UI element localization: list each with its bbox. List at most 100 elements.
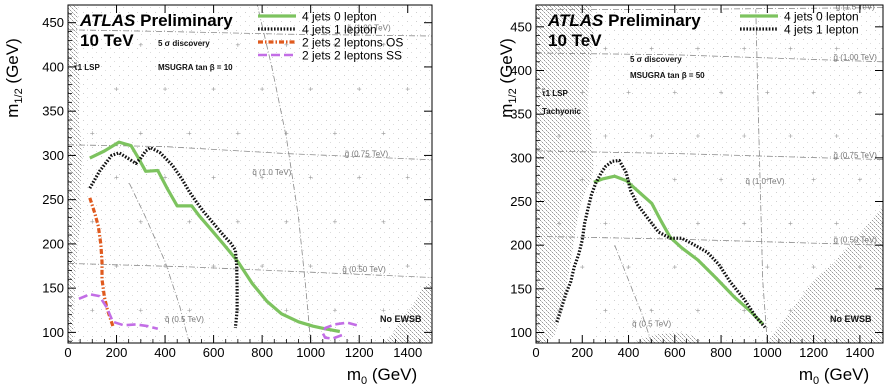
gluino-mass-label: g̃ (1.00 TeV): [833, 53, 877, 62]
scan-point-marker: [381, 42, 386, 47]
gluino-mass-label: g̃ (0.50 TeV): [342, 265, 386, 274]
y-tick-label: 250: [42, 192, 64, 207]
scan-point-marker: [557, 46, 562, 51]
annotation-text: MSUGRA tan β = 50: [630, 71, 705, 80]
scan-point-marker: [308, 87, 313, 92]
scan-point-marker: [163, 175, 168, 180]
scan-point-marker: [695, 308, 700, 313]
scan-point-marker: [357, 175, 362, 180]
x-tick-label: 1400: [845, 345, 874, 360]
plot-area: g̃ (1.5 TeV) g̃ (1.00 TeV) g̃ (0.75 TeV) g̃…: [536, 5, 883, 343]
scan-point-marker: [742, 134, 747, 139]
scan-point-marker: [430, 131, 432, 136]
scan-point-marker: [430, 42, 432, 47]
squark-mass-contour: [614, 245, 653, 343]
x-tick-label: 800: [710, 345, 732, 360]
scan-point-marker: [235, 131, 240, 136]
scan-point-marker: [332, 308, 337, 313]
scan-point-marker: [187, 131, 192, 136]
squark-mass-label: q̃ (1.0 TeV): [745, 177, 785, 186]
scan-point-marker: [332, 42, 337, 47]
scan-point-marker: [742, 308, 747, 313]
scan-point-marker: [454, 87, 458, 91]
scan-point-marker: [719, 90, 724, 95]
x-tick-label: 400: [154, 345, 176, 360]
series-line-4-jets-0-lepton: [89, 140, 341, 334]
y-tick-label: 350: [42, 104, 64, 119]
series-line-4-jets-0-lepton: [593, 174, 764, 325]
scan-point-marker: [308, 175, 313, 180]
squark-mass-contour: [128, 181, 190, 343]
x-tick-label: 0: [532, 345, 539, 360]
x-tick-label: 0: [64, 345, 71, 360]
scan-point-marker: [603, 134, 608, 139]
scan-point-marker: [649, 46, 654, 51]
scan-point-marker: [834, 308, 839, 313]
scan-point-marker: [580, 177, 585, 182]
plot-area: g̃ (1.00 TeV) g̃ (0.75 TeV) g̃ (0.50 TeV) q…: [68, 5, 458, 343]
scan-point-marker: [788, 46, 793, 51]
annotation-text: τ̃1 LSP: [542, 89, 569, 98]
x-tick-label: 400: [618, 345, 640, 360]
scan-point-marker: [90, 308, 95, 313]
scan-point-marker: [90, 42, 95, 47]
scan-point-marker: [788, 308, 793, 313]
scan-point-marker: [90, 131, 95, 136]
y-tick-label: 400: [510, 63, 532, 78]
x-tick-label: 600: [664, 345, 686, 360]
scan-point-marker: [187, 308, 192, 313]
scan-point-marker: [603, 308, 608, 313]
x-tick-label: 1000: [753, 345, 782, 360]
scan-point-marker: [672, 90, 677, 95]
gluino-mass-label: g̃ (0.50 TeV): [833, 236, 877, 245]
scan-point-marker: [454, 176, 458, 180]
annotation-text: τ̃1 LSP: [74, 63, 101, 72]
scan-point-marker: [719, 177, 724, 182]
scan-point-marker: [332, 131, 337, 136]
scan-point-marker: [405, 264, 410, 269]
y-axis-label: m1/2 (GeV): [497, 38, 519, 118]
scan-point-marker: [405, 175, 410, 180]
y-tick-label: 200: [510, 238, 532, 253]
legend-entry-label: 2 jets 2 leptons OS: [302, 36, 403, 50]
y-tick-label: 200: [42, 236, 64, 251]
scan-point-marker: [857, 265, 862, 270]
scan-point-marker: [430, 219, 432, 224]
scan-point-marker: [211, 175, 216, 180]
chart-title: ATLAS Preliminary: [547, 11, 701, 30]
legend-entry-label: 2 jets 2 leptons SS: [302, 49, 402, 63]
scan-points-region: [589, 9, 883, 343]
scan-point-marker: [284, 308, 289, 313]
annotation-text: Tachyonic: [542, 107, 582, 116]
no-ewsb-label: No EWSB: [830, 314, 872, 324]
y-tick-label: 450: [42, 15, 64, 30]
scan-point-marker: [381, 308, 386, 313]
scan-point-marker: [187, 42, 192, 47]
y-tick-label: 250: [510, 194, 532, 209]
scan-point-marker: [695, 134, 700, 139]
scan-point-marker: [187, 219, 192, 224]
squark-mass-contour: [755, 9, 768, 343]
scan-point-marker: [742, 221, 747, 226]
y-tick-label: 400: [42, 59, 64, 74]
scan-point-marker: [695, 46, 700, 51]
scan-point-marker: [649, 134, 654, 139]
chart-title: ATLAS Preliminary: [79, 11, 233, 30]
excluded-region-0: [536, 5, 594, 343]
scan-point-marker: [381, 219, 386, 224]
scan-point-marker: [695, 221, 700, 226]
gluino-mass-contour: [68, 144, 432, 161]
scan-point-marker: [881, 46, 883, 51]
scan-point-marker: [260, 175, 265, 180]
squark-mass-contour: [256, 5, 312, 343]
y-tick-label: 100: [42, 325, 64, 340]
scan-point-marker: [603, 46, 608, 51]
scan-point-marker: [235, 219, 240, 224]
scan-point-marker: [881, 134, 883, 139]
scan-point-marker: [788, 221, 793, 226]
scan-point-marker: [649, 308, 654, 313]
scan-points-region: [68, 5, 432, 343]
annotation-text: 5 σ discovery: [630, 55, 682, 64]
legend-entry-label: 4 jets 1 lepton: [784, 23, 859, 37]
scan-point-marker: [163, 264, 168, 269]
